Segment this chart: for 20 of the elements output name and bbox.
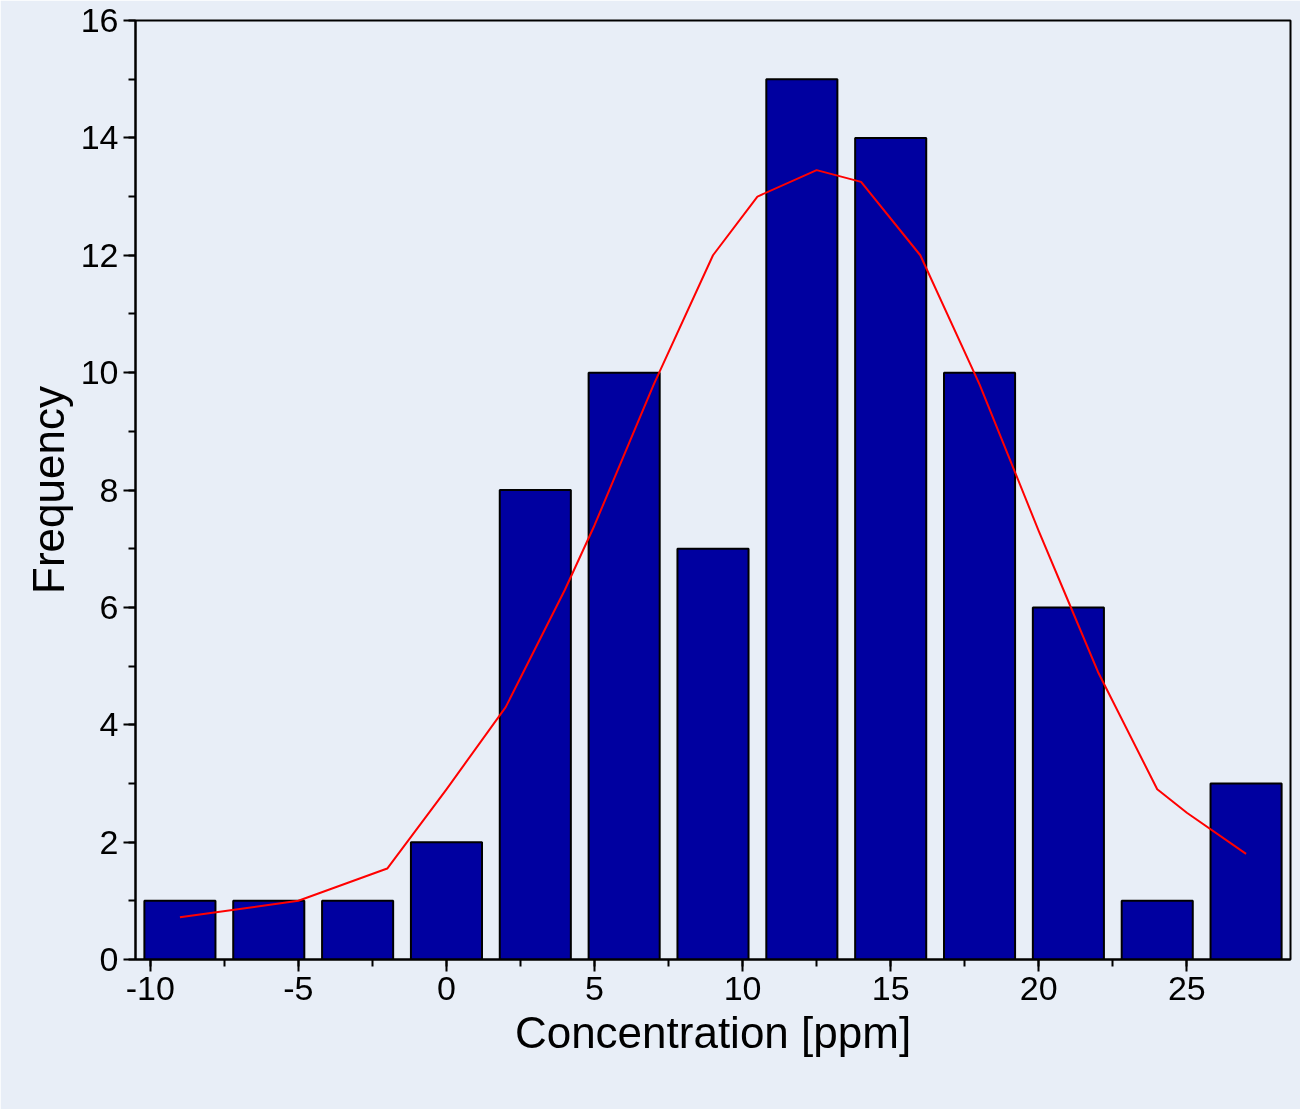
y-tick-label: 16 — [80, 1, 119, 39]
y-tick-label: 6 — [99, 587, 119, 626]
x-tick-label: 0 — [437, 968, 456, 1007]
y-tick-label: 0 — [99, 940, 119, 978]
y-tick-label: 14 — [80, 118, 119, 157]
y-tick-label: 4 — [99, 705, 119, 744]
x-axis-title: Concentration [ppm] — [514, 1007, 912, 1057]
x-tick-label: 5 — [585, 968, 605, 1007]
x-tick-label: 25 — [1167, 968, 1206, 1007]
x-tick-label: -10 — [125, 968, 175, 1007]
y-tick-label: 10 — [80, 353, 119, 392]
y-tick-label: 8 — [99, 470, 119, 509]
x-tick-label: 15 — [871, 968, 910, 1007]
line-series — [178, 169, 1248, 919]
y-tick-label: 12 — [80, 235, 119, 274]
x-tick-label: -5 — [283, 968, 314, 1007]
x-tick-label: 20 — [1019, 968, 1058, 1007]
x-tick-label: 10 — [723, 968, 762, 1007]
y-axis-title: Frequency — [23, 386, 73, 594]
y-tick-label: 2 — [99, 822, 119, 861]
